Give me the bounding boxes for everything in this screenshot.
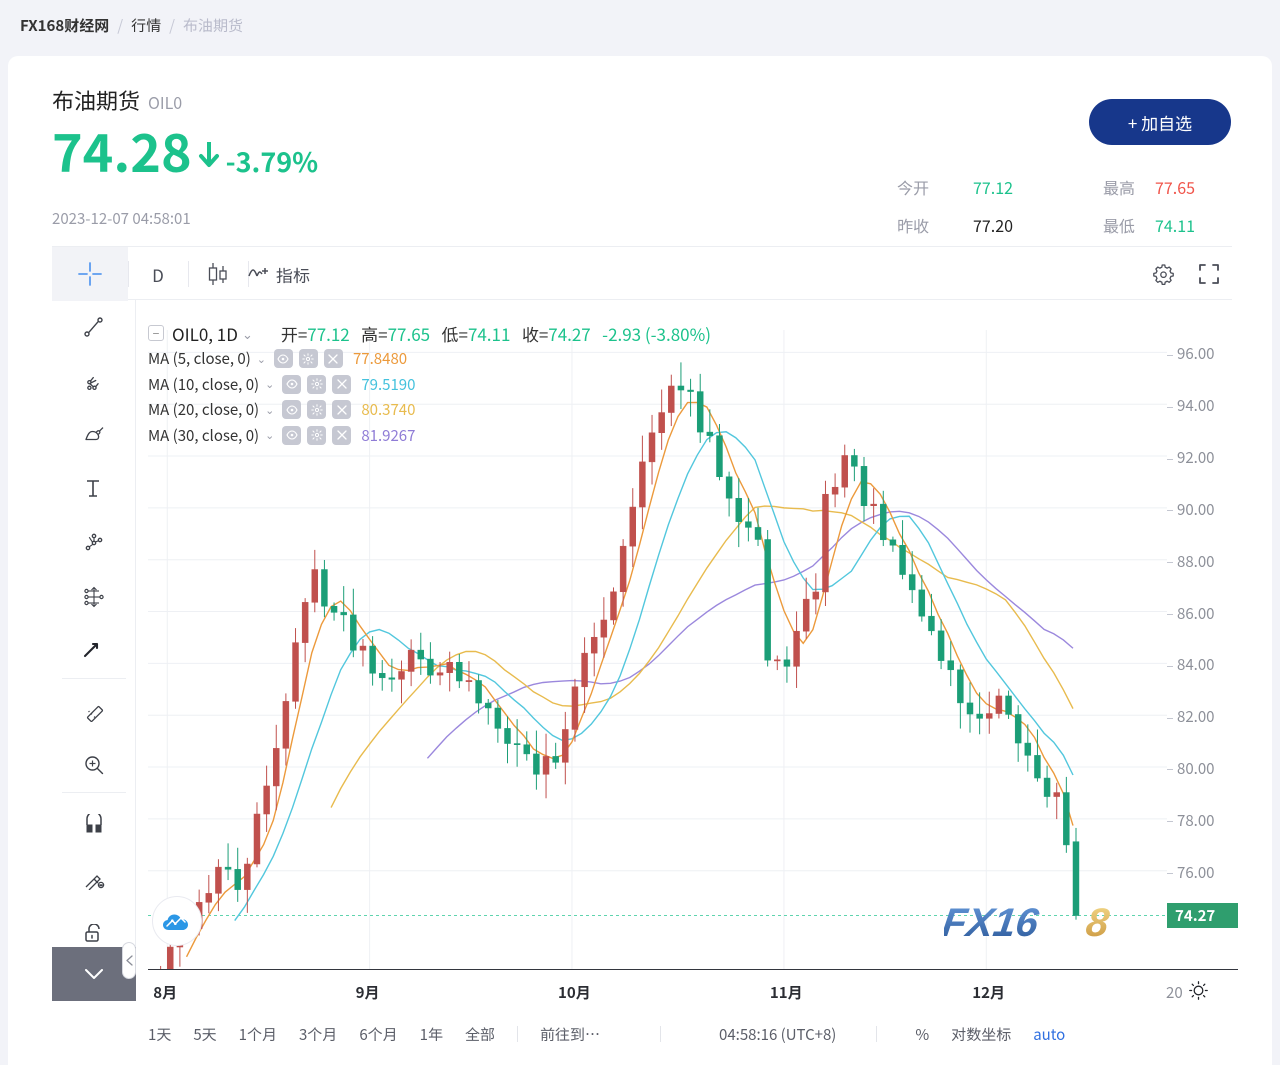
svg-text:FX16: FX16 xyxy=(944,900,1042,945)
svg-text:8: 8 xyxy=(1083,900,1112,945)
